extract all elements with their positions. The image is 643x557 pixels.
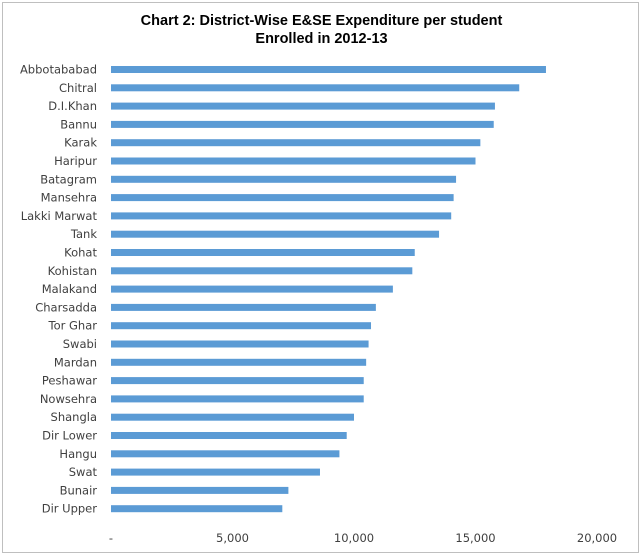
category-label: Haripur — [54, 154, 97, 168]
category-label: Kohistan — [48, 264, 97, 278]
category-label: Nowsehra — [40, 392, 97, 406]
category-label: Abbotababad — [20, 63, 97, 77]
category-label: Peshawar — [42, 374, 97, 388]
category-label: Tank — [70, 227, 97, 241]
bar-charsadda — [111, 303, 376, 311]
category-label: Bunair — [60, 483, 98, 497]
bar-dir-lower — [111, 432, 347, 439]
x-tick-label: 10,000 — [334, 531, 374, 545]
bar-lakki-marwat — [111, 212, 452, 220]
bar-dir-upper — [111, 505, 283, 513]
category-label: Tor Ghar — [48, 319, 98, 333]
category-label: Swabi — [63, 337, 97, 351]
chart-title-line-2: Enrolled in 2012-13 — [255, 31, 388, 47]
category-label: Dir Lower — [42, 429, 97, 443]
bars-group — [111, 66, 546, 513]
bar-batagram — [111, 175, 457, 183]
chart-title: Chart 2: District-Wise E&SE Expenditure … — [0, 12, 643, 48]
x-tick-label: - — [109, 531, 113, 545]
bar-tor-ghar — [111, 322, 372, 330]
bar-malakand — [111, 285, 393, 293]
bar-swat — [111, 468, 320, 476]
bar-peshawar — [111, 377, 364, 385]
bar-shangla — [111, 413, 354, 421]
category-label: Lakki Marwat — [21, 209, 98, 223]
category-label: Karak — [64, 136, 97, 150]
bar-kohat — [111, 249, 415, 256]
category-label: Shangla — [51, 410, 97, 424]
bar-mansehra — [111, 194, 454, 202]
chart-frame — [2, 2, 639, 553]
x-tick-label: 15,000 — [455, 531, 495, 545]
bar-kohistan — [111, 267, 413, 275]
category-label: Swat — [69, 465, 98, 479]
bar-mardan — [111, 358, 367, 366]
bar-d-i-khan — [111, 102, 495, 110]
category-labels-group: Abbotababad Chitral D.I.Khan Bannu Karak Hari… — [20, 63, 98, 516]
bar-nowsehra — [111, 395, 364, 403]
category-label: Mansehra — [41, 191, 97, 205]
category-label: Kohat — [64, 246, 97, 260]
bar-bannu — [111, 120, 494, 128]
bar-karak — [111, 139, 481, 147]
bar-abbotababad — [111, 66, 546, 73]
category-label: D.I.Khan — [48, 99, 97, 113]
category-label: Charsadda — [35, 300, 97, 314]
category-label: Dir Upper — [42, 502, 98, 516]
bar-hangu — [111, 450, 340, 458]
category-label: Malakand — [42, 282, 97, 296]
bar-chitral — [111, 84, 520, 92]
x-tick-labels-group: - 5,000 10,000 15,000 20,000 — [109, 531, 617, 545]
category-label: Chitral — [59, 81, 97, 95]
bar-tank — [111, 230, 440, 238]
bar-bunair — [111, 486, 289, 494]
bar-swabi — [111, 340, 369, 348]
chart-title-line-1: Chart 2: District-Wise E&SE Expenditure … — [140, 13, 503, 29]
category-label: Mardan — [54, 355, 97, 369]
x-tick-label: 20,000 — [577, 531, 617, 545]
category-label: Batagram — [40, 172, 97, 186]
category-label: Bannu — [60, 117, 97, 131]
category-label: Hangu — [59, 447, 97, 461]
bar-haripur — [111, 157, 476, 165]
x-tick-label: 5,000 — [216, 531, 249, 545]
